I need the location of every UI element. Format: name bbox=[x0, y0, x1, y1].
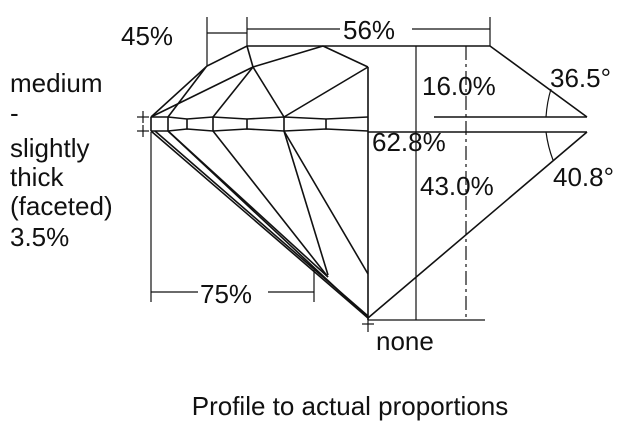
girdle-label-line: slightly bbox=[10, 133, 89, 163]
pavilion-depth-label: 43.0% bbox=[420, 171, 494, 201]
girdle-label-line: thick bbox=[10, 162, 64, 192]
girdle-label-line: medium bbox=[10, 68, 102, 98]
girdle-thickness-label: medium - slightly thick (faceted) 3.5% bbox=[10, 68, 113, 252]
crown-height-label: 16.0% bbox=[422, 71, 496, 101]
pavilion-facets bbox=[150, 130, 588, 319]
girdle-label-line: (faceted) bbox=[10, 191, 113, 221]
total-depth-label: 62.8% bbox=[372, 127, 446, 157]
table-size-label: 56% bbox=[343, 15, 395, 45]
girdle-label-line: - bbox=[10, 98, 19, 128]
star-length-label: 45% bbox=[121, 21, 173, 51]
girdle-label-line: 3.5% bbox=[10, 222, 69, 252]
culet-label: none bbox=[376, 326, 434, 356]
crown-angle-label: 36.5° bbox=[550, 63, 611, 93]
diagram-caption: Profile to actual proportions bbox=[192, 391, 509, 421]
lower-half-length-label: 75% bbox=[200, 279, 252, 309]
pavilion-angle-label: 40.8° bbox=[553, 162, 614, 192]
dimension-lines bbox=[137, 17, 554, 332]
girdle bbox=[150, 116, 587, 133]
